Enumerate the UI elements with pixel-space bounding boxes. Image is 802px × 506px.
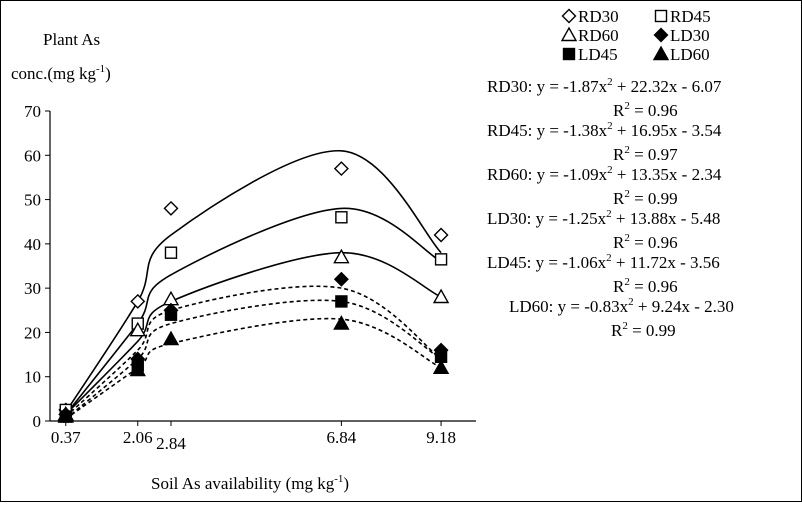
equation-ld45: LD45: y = -1.06x2 + 11.72x - 3.56 [487, 252, 720, 272]
point-ld60 [57, 408, 74, 423]
equation-rd60: RD60: y = -1.09x2 + 13.35x - 2.34 [487, 164, 722, 184]
y-tick-label: 0 [33, 412, 42, 431]
point-rd60 [432, 288, 450, 304]
point-rd45 [164, 246, 178, 259]
y-tick-label: 30 [24, 279, 41, 298]
legend-marker-ld60 [652, 45, 670, 61]
point-rd30 [130, 293, 146, 309]
fit-curve-rd30 [65, 150, 442, 413]
legend-label-ld30: LD30 [670, 26, 710, 45]
fit-curve-ld30 [65, 285, 442, 418]
axes: 0 10 20 30 40 50 60 70 0.37 2.06 2.84 6.84 9.18 [24, 102, 476, 453]
legend-marker-ld45 [562, 47, 576, 61]
y-axis-label-line2: conc.(mg kg-1) [11, 63, 111, 83]
r-squared-ld30: R2 = 0.96 [613, 232, 678, 252]
y-tick-label: 70 [24, 102, 41, 121]
point-rd30 [333, 161, 349, 177]
y-tick-label: 60 [24, 146, 41, 165]
legend-label-ld45: LD45 [578, 45, 618, 64]
fit-curve-ld45 [65, 299, 442, 420]
point-rd60 [129, 321, 146, 337]
regression-equations: RD30: y = -1.87x2 + 22.32x - 6.07 R2 = 0.… [487, 76, 734, 340]
r-squared-rd30: R2 = 0.96 [613, 100, 678, 120]
x-tick-label: 2.84 [156, 434, 186, 453]
fit-curve-ld60 [65, 317, 442, 420]
data-points [57, 161, 450, 423]
legend-label-rd30: RD30 [578, 7, 619, 26]
r-squared-ld60: R2 = 0.99 [611, 320, 676, 340]
point-ld45 [335, 295, 348, 308]
legend-marker-rd60 [560, 26, 578, 42]
legend-label-rd45: RD45 [670, 7, 711, 26]
point-rd30 [163, 200, 179, 216]
x-tick-label: 6.84 [327, 428, 357, 447]
r-squared-ld45: R2 = 0.96 [613, 276, 678, 296]
x-tick-label: 0.37 [51, 428, 81, 447]
x-tick-label: 2.06 [123, 428, 153, 447]
equation-ld30: LD30: y = -1.25x2 + 13.88x - 5.48 [487, 208, 720, 228]
r-squared-rd45: R2 = 0.97 [613, 144, 678, 164]
y-tick-label: 50 [24, 191, 41, 210]
x-tick-label: 9.18 [426, 428, 456, 447]
legend: RD30 RD45 RD60 LD30 LD45 LD60 [560, 7, 711, 64]
legend-marker-rd30 [561, 8, 577, 24]
point-ld60 [162, 330, 180, 346]
legend-marker-rd45 [654, 9, 668, 23]
point-rd30 [433, 227, 449, 243]
x-axis-label: Soil As availability (mg kg-1) [151, 473, 349, 493]
point-ld30 [333, 271, 349, 287]
point-rd60 [333, 248, 350, 264]
fit-curves [65, 150, 442, 420]
equation-ld60: LD60: y = -0.83x2 + 9.24x - 2.30 [509, 296, 734, 316]
equation-rd45: RD45: y = -1.38x2 + 16.95x - 3.54 [487, 120, 722, 140]
y-tick-label: 10 [24, 368, 41, 387]
point-ld45 [164, 308, 178, 321]
legend-marker-ld30 [653, 27, 669, 43]
point-ld60 [129, 361, 146, 377]
point-ld60 [333, 315, 350, 330]
r-squared-rd60: R2 = 0.99 [613, 188, 678, 208]
y-axis-label-line1: Plant As [43, 30, 100, 49]
point-ld60 [432, 359, 450, 375]
legend-label-ld60: LD60 [670, 45, 710, 64]
fit-curve-rd45 [65, 207, 442, 415]
fit-curve-rd60 [65, 251, 442, 415]
legend-label-rd60: RD60 [578, 26, 619, 45]
equation-rd30: RD30: y = -1.87x2 + 22.32x - 6.07 [487, 76, 722, 96]
y-axis-label: Plant As conc.(mg kg-1) [11, 30, 111, 83]
y-tick-label: 20 [24, 323, 41, 342]
y-tick-label: 40 [24, 235, 41, 254]
point-rd45 [335, 211, 348, 224]
point-rd45 [434, 253, 448, 266]
